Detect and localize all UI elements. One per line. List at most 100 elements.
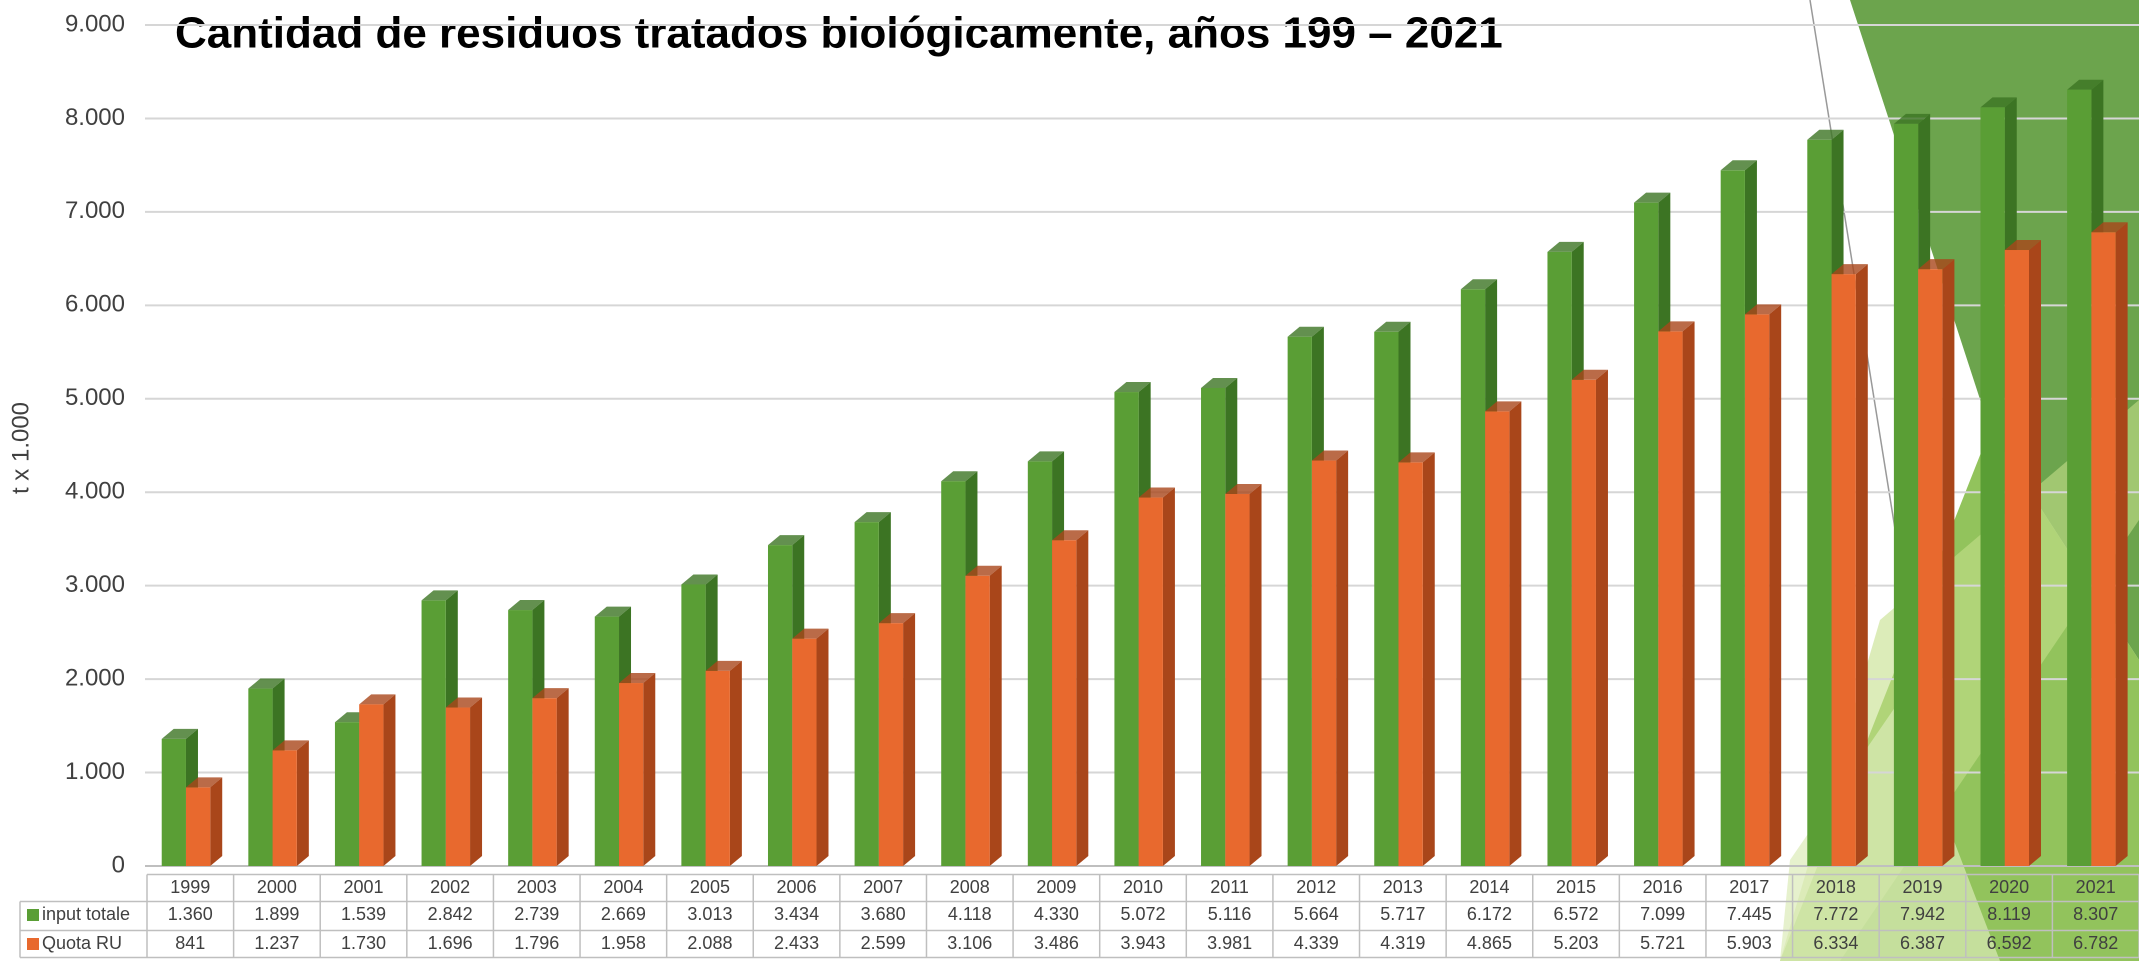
table-value: 3.981: [1207, 933, 1252, 953]
y-tick-label: 2.000: [65, 664, 125, 691]
table-value: 1.730: [341, 933, 386, 953]
table-value: 2.088: [687, 933, 732, 953]
x-tick-label: 2014: [1469, 877, 1509, 897]
y-tick-label: 1.000: [65, 758, 125, 785]
x-tick-label: 2015: [1556, 877, 1596, 897]
bar-side: [470, 698, 482, 866]
bar: [1114, 392, 1138, 866]
bar: [248, 689, 272, 866]
x-tick-label: 2006: [777, 877, 817, 897]
bar-side: [1423, 452, 1435, 866]
y-tick-label: 5.000: [65, 384, 125, 411]
table-value: 1.539: [341, 904, 386, 924]
bar: [1052, 540, 1076, 866]
y-tick-label: 3.000: [65, 571, 125, 598]
bar: [879, 623, 903, 866]
table-value: 5.717: [1380, 904, 1425, 924]
x-tick-label: 2003: [517, 877, 557, 897]
bar: [1485, 411, 1509, 866]
bar: [2005, 250, 2029, 866]
bar-side: [1163, 488, 1175, 866]
table-value: 8.307: [2073, 904, 2118, 924]
bar: [186, 787, 210, 866]
bar: [1721, 170, 1745, 866]
bar: [768, 545, 792, 866]
bar: [1981, 107, 2005, 866]
table-value: 2.669: [601, 904, 646, 924]
bar: [855, 522, 879, 866]
bar: [422, 600, 446, 866]
bar: [335, 722, 359, 866]
table-value: 6.172: [1467, 904, 1512, 924]
table-value: 5.664: [1294, 904, 1339, 924]
bar: [508, 610, 532, 866]
table-value: 4.330: [1034, 904, 1079, 924]
bar: [273, 750, 297, 866]
bar: [2091, 232, 2115, 866]
y-tick-label: 9.000: [65, 10, 125, 37]
legend-swatch: [27, 938, 39, 950]
table-value: 6.334: [1813, 933, 1858, 953]
bar-side: [1250, 484, 1262, 866]
bar-side: [1769, 304, 1781, 866]
table-value: 2.599: [861, 933, 906, 953]
table-value: 1.696: [428, 933, 473, 953]
table-value: 4.118: [948, 904, 992, 924]
y-tick-label: 7.000: [65, 197, 125, 224]
x-tick-label: 2000: [257, 877, 297, 897]
table-value: 3.486: [1034, 933, 1079, 953]
legend-swatch: [27, 909, 39, 921]
bar-side: [1596, 370, 1608, 866]
table-value: 6.592: [1987, 933, 2032, 953]
bar: [1374, 332, 1398, 866]
table-value: 4.339: [1294, 933, 1339, 953]
table-value: 3.434: [774, 904, 819, 924]
bar: [1028, 461, 1052, 866]
bar: [1832, 274, 1856, 866]
table-value: 1.796: [514, 933, 559, 953]
table-value: 5.116: [1208, 904, 1252, 924]
bar-side: [1942, 259, 1954, 866]
table-value: 1.899: [254, 904, 299, 924]
table-value: 7.099: [1640, 904, 1685, 924]
bar: [1745, 314, 1769, 866]
bar: [1658, 331, 1682, 866]
bar: [619, 683, 643, 866]
x-tick-label: 2009: [1036, 877, 1076, 897]
bar-side: [816, 629, 828, 866]
x-tick-label: 2018: [1816, 877, 1856, 897]
bar: [1572, 380, 1596, 866]
x-tick-label: 2002: [430, 877, 470, 897]
table-value: 5.903: [1727, 933, 1772, 953]
bar-side: [1076, 530, 1088, 866]
bar-side: [730, 661, 742, 866]
table-value: 1.237: [254, 933, 299, 953]
table-value: 4.319: [1380, 933, 1425, 953]
x-tick-label: 2021: [2076, 877, 2116, 897]
bar-side: [1336, 451, 1348, 866]
x-tick-label: 2017: [1729, 877, 1769, 897]
table-value: 5.721: [1640, 933, 1685, 953]
x-tick-label: 2012: [1296, 877, 1336, 897]
bar: [1918, 269, 1942, 866]
bar: [941, 481, 965, 866]
bar: [1288, 337, 1312, 866]
chart: Cantidad de residuos tratados biológicam…: [0, 0, 2139, 961]
y-tick-label: 0: [112, 851, 125, 878]
bar: [706, 671, 730, 866]
table-value: 7.772: [1813, 904, 1858, 924]
x-tick-label: 2011: [1210, 877, 1249, 897]
x-tick-label: 2008: [950, 877, 990, 897]
x-tick-label: 2005: [690, 877, 730, 897]
bar-side: [210, 777, 222, 866]
table-value: 6.782: [2073, 933, 2118, 953]
bar-side: [1509, 401, 1521, 866]
bar: [1894, 124, 1918, 866]
bar: [595, 617, 619, 866]
bar: [1547, 252, 1571, 866]
table-value: 2.842: [428, 904, 473, 924]
bar: [359, 704, 383, 866]
table-value: 7.445: [1727, 904, 1772, 924]
table-value: 2.433: [774, 933, 819, 953]
bar-side: [557, 688, 569, 866]
